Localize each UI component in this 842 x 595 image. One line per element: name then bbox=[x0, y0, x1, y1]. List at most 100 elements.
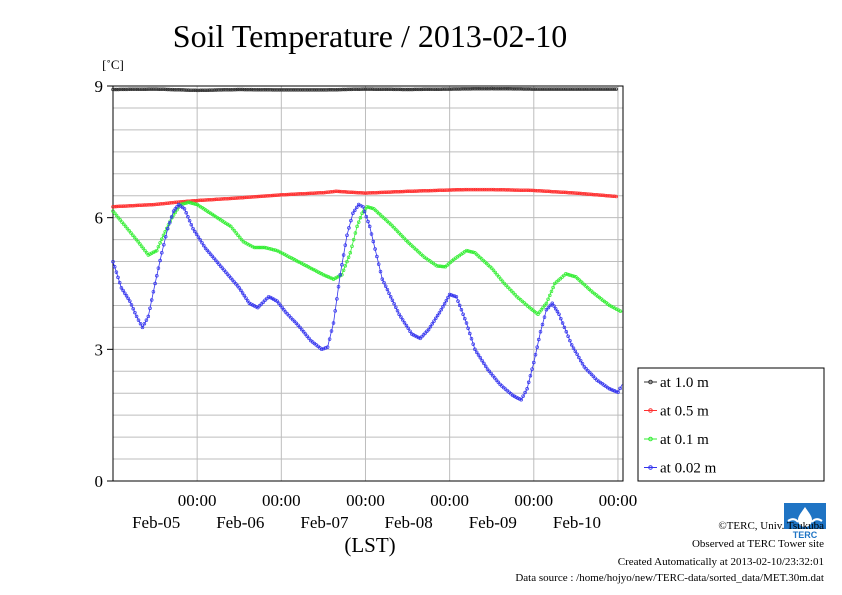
data-point bbox=[301, 262, 305, 266]
data-point bbox=[343, 264, 348, 268]
data-point bbox=[197, 198, 201, 203]
data-point bbox=[169, 87, 173, 92]
data-point bbox=[146, 314, 151, 319]
data-point bbox=[482, 86, 487, 91]
data-point bbox=[504, 283, 508, 288]
data-point bbox=[390, 298, 395, 302]
data-point bbox=[569, 273, 573, 278]
data-point bbox=[477, 87, 482, 91]
data-point bbox=[135, 203, 140, 208]
data-point bbox=[155, 248, 159, 253]
data-point bbox=[230, 278, 235, 282]
data-point bbox=[517, 397, 522, 401]
data-point bbox=[278, 303, 283, 308]
data-point bbox=[330, 189, 335, 194]
data-point bbox=[177, 88, 182, 92]
data-point bbox=[327, 190, 331, 194]
data-point bbox=[438, 264, 443, 269]
data-point bbox=[207, 88, 212, 92]
data-point bbox=[345, 259, 349, 264]
data-point bbox=[446, 188, 450, 192]
data-point bbox=[415, 334, 419, 339]
data-point bbox=[277, 249, 281, 254]
data-point bbox=[347, 87, 352, 92]
data-point bbox=[582, 365, 587, 369]
data-point bbox=[186, 88, 191, 92]
data-point bbox=[309, 88, 313, 92]
data-point bbox=[384, 190, 389, 194]
data-point bbox=[331, 277, 336, 281]
data-point bbox=[525, 87, 529, 91]
series-at-0-1-m bbox=[111, 200, 623, 316]
data-point bbox=[435, 313, 440, 318]
data-point bbox=[503, 188, 508, 192]
data-point bbox=[325, 190, 329, 195]
data-point bbox=[247, 242, 251, 247]
data-point bbox=[463, 316, 467, 321]
data-point bbox=[205, 88, 210, 92]
data-point bbox=[546, 189, 550, 194]
data-point bbox=[526, 87, 531, 91]
data-point bbox=[200, 240, 204, 245]
data-point bbox=[500, 279, 505, 284]
x-tick-date: Feb-08 bbox=[385, 513, 433, 532]
data-point bbox=[362, 209, 367, 214]
data-point bbox=[158, 202, 163, 206]
data-point bbox=[197, 88, 201, 93]
data-point bbox=[532, 188, 536, 193]
data-point bbox=[217, 262, 221, 266]
data-point bbox=[286, 192, 291, 197]
data-point bbox=[475, 87, 480, 91]
data-point bbox=[240, 87, 245, 92]
data-point bbox=[167, 201, 172, 205]
data-point bbox=[470, 187, 474, 192]
data-point bbox=[249, 87, 254, 92]
data-point bbox=[365, 204, 369, 209]
data-point bbox=[535, 87, 540, 91]
data-point bbox=[397, 189, 401, 194]
data-point bbox=[526, 188, 531, 193]
data-point bbox=[210, 254, 215, 259]
data-point bbox=[328, 88, 333, 92]
data-point bbox=[290, 192, 294, 197]
data-point bbox=[452, 188, 457, 192]
data-point bbox=[456, 299, 460, 303]
series-layer bbox=[111, 86, 623, 402]
data-point bbox=[148, 306, 152, 310]
data-point bbox=[563, 87, 568, 91]
data-point bbox=[386, 190, 391, 194]
data-point bbox=[371, 239, 376, 244]
data-point bbox=[539, 308, 544, 312]
data-point bbox=[353, 87, 357, 92]
data-point bbox=[142, 321, 147, 326]
data-point bbox=[581, 191, 585, 196]
data-point bbox=[316, 88, 320, 92]
data-point bbox=[516, 87, 520, 91]
data-point bbox=[288, 88, 292, 92]
data-point bbox=[364, 214, 369, 219]
data-point bbox=[607, 87, 611, 91]
data-point bbox=[395, 87, 399, 92]
data-point bbox=[435, 188, 440, 193]
data-point bbox=[603, 193, 608, 198]
data-point bbox=[196, 235, 201, 239]
data-point bbox=[591, 374, 596, 379]
data-point bbox=[287, 314, 291, 318]
data-point bbox=[279, 193, 284, 197]
data-point bbox=[572, 191, 576, 195]
data-point bbox=[203, 246, 208, 251]
data-point bbox=[135, 87, 140, 92]
data-point bbox=[368, 191, 373, 195]
data-point bbox=[188, 88, 192, 92]
data-point bbox=[300, 88, 305, 92]
data-point bbox=[561, 190, 566, 195]
data-point bbox=[411, 87, 415, 92]
data-point bbox=[370, 87, 375, 91]
data-point bbox=[537, 87, 541, 91]
data-point bbox=[311, 88, 315, 92]
data-point bbox=[556, 190, 561, 194]
data-point bbox=[218, 264, 223, 268]
data-point bbox=[312, 88, 317, 92]
data-point bbox=[282, 252, 287, 257]
data-point bbox=[211, 197, 215, 202]
